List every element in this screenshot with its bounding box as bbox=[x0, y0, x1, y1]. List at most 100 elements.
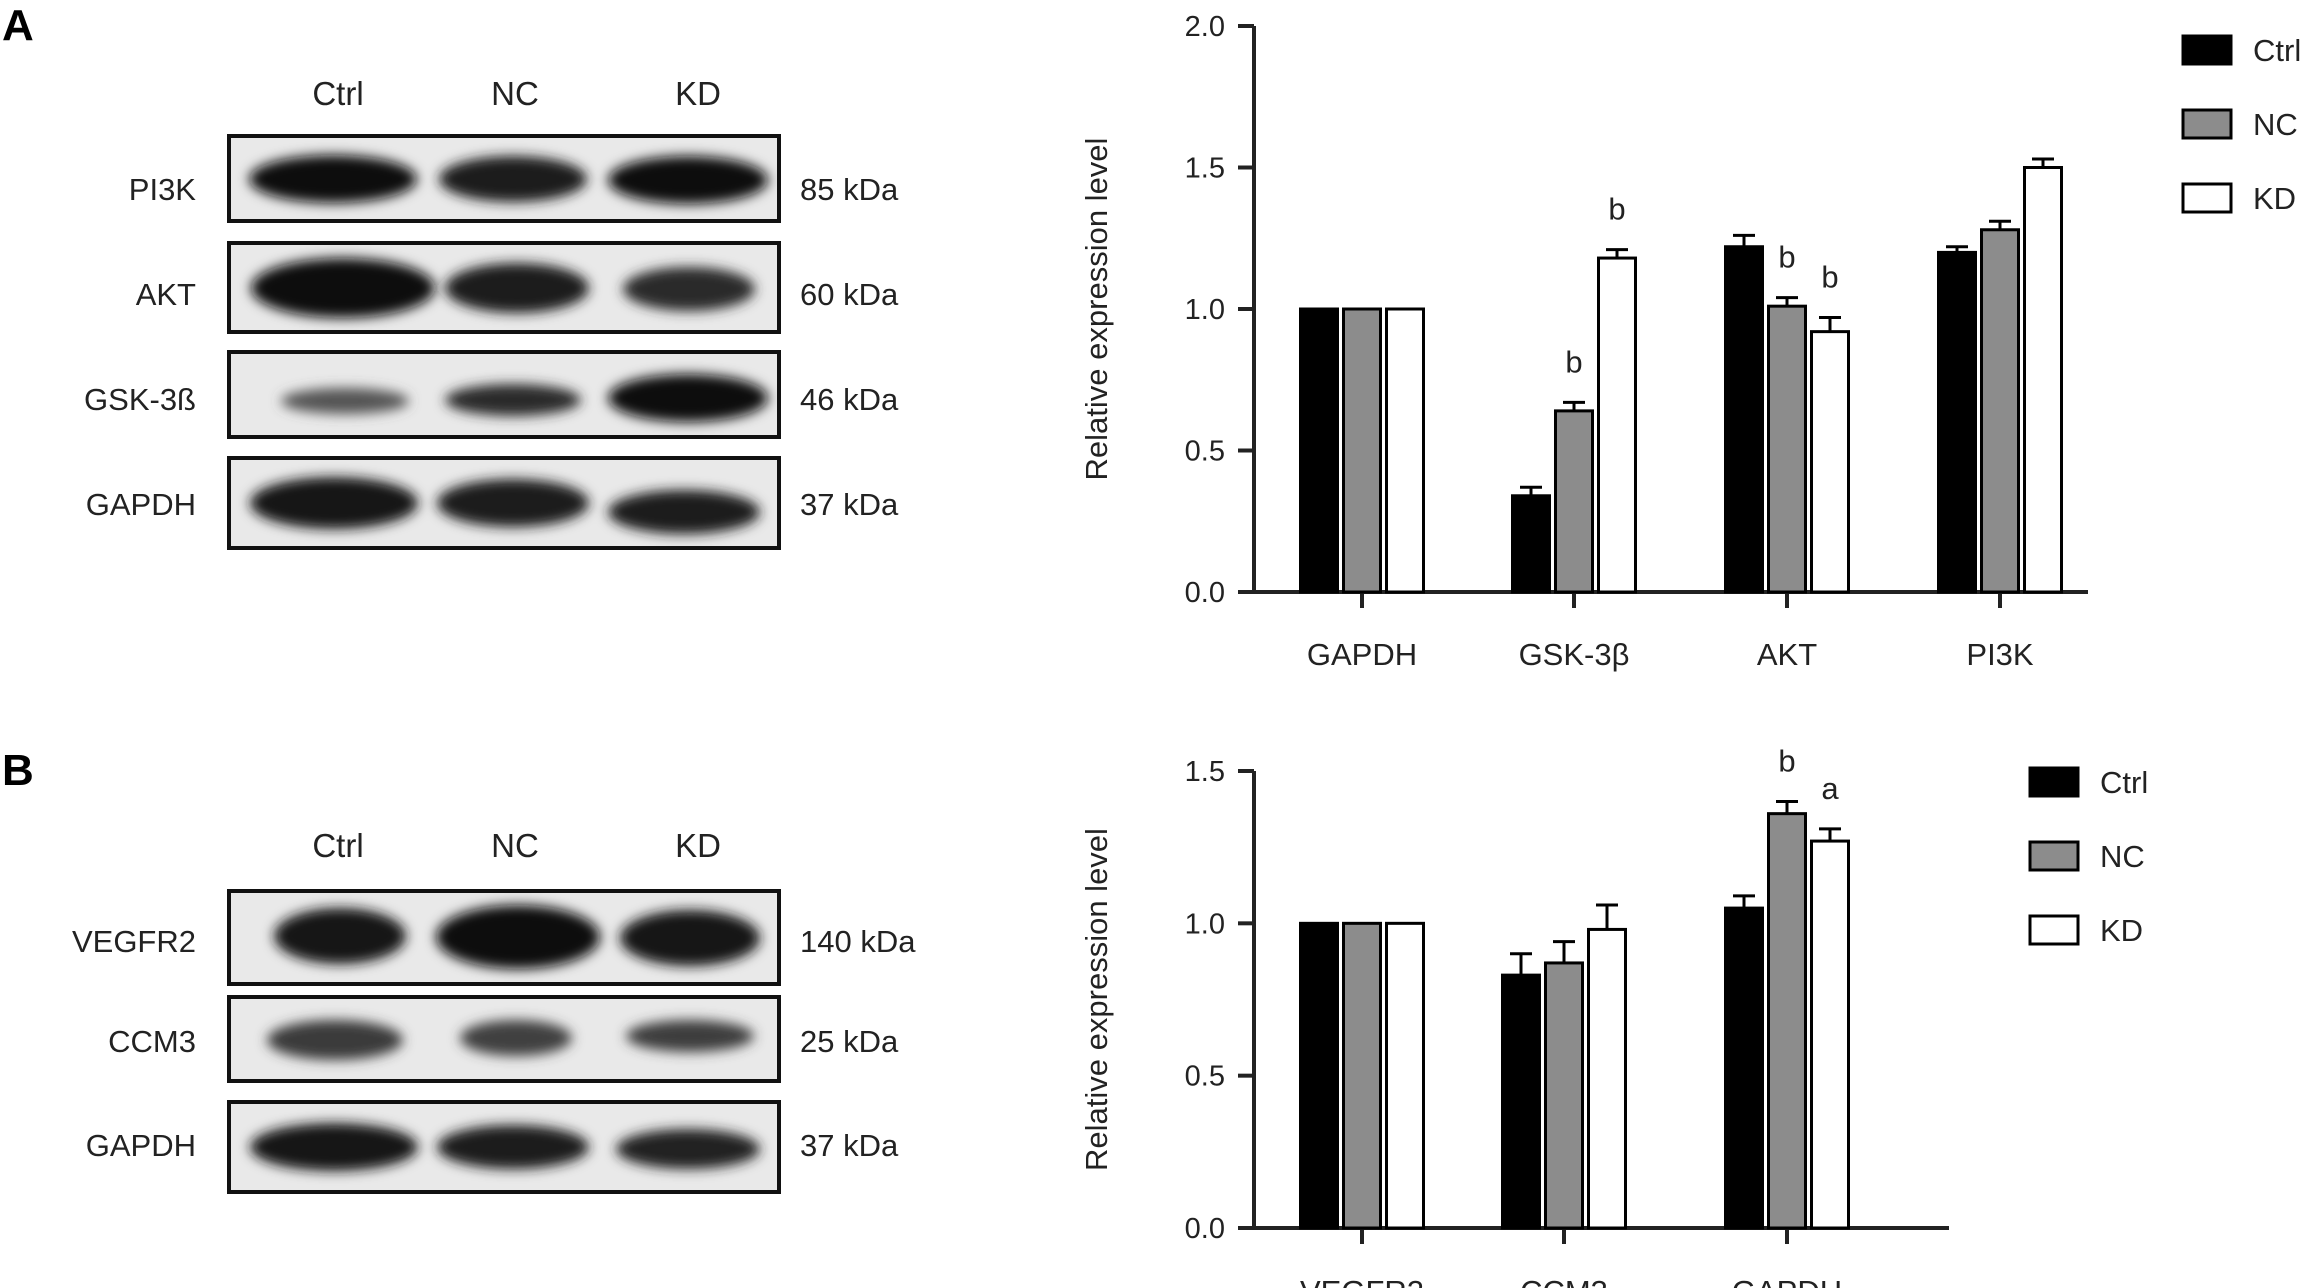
legend-label-nc: NC bbox=[2100, 839, 2145, 874]
panel-b-letter: B bbox=[2, 746, 34, 795]
x-tick-label: GSK-3β bbox=[1519, 637, 1630, 672]
lane-label-ctrl: Ctrl bbox=[312, 75, 363, 112]
bar-ctrl-vegfr2 bbox=[1299, 921, 1339, 1230]
significance-label: b bbox=[1778, 743, 1795, 778]
kda-label-pi3k: 85 kDa bbox=[800, 172, 899, 207]
significance-label: b bbox=[1565, 344, 1582, 379]
band-ccm3-kd bbox=[626, 1020, 754, 1052]
bar-nc-gapdh bbox=[1342, 307, 1382, 594]
bar-ctrl-ccm3 bbox=[1501, 973, 1541, 1230]
band-gapdh-ctrl bbox=[250, 1123, 418, 1171]
band-vegfr2-nc bbox=[436, 905, 600, 969]
significance-label: b bbox=[1608, 192, 1625, 227]
y-tick-label: 0.5 bbox=[1185, 1061, 1225, 1093]
kda-label-gapdh: 37 kDa bbox=[800, 487, 899, 522]
row-label-gsk3b: GSK-3ß bbox=[84, 382, 196, 417]
significance-label: a bbox=[1821, 771, 1839, 806]
band-pi3k-ctrl bbox=[249, 155, 417, 203]
band-gsk3b-kd bbox=[608, 374, 768, 422]
row-label-ccm3: CCM3 bbox=[108, 1024, 196, 1059]
y-tick-label: 1.5 bbox=[1185, 153, 1225, 185]
y-tick-label: 0.0 bbox=[1185, 1213, 1225, 1245]
kda-label-gsk3b: 46 kDa bbox=[800, 382, 899, 417]
kda-label-gapdh: 37 kDa bbox=[800, 1128, 899, 1163]
bar-nc-akt bbox=[1767, 304, 1807, 594]
band-gapdh-kd bbox=[608, 490, 760, 534]
kda-label-vegfr2: 140 kDa bbox=[800, 924, 916, 959]
lane-label-nc: NC bbox=[491, 827, 539, 864]
band-akt-ctrl bbox=[251, 258, 435, 318]
y-tick-label: 0.5 bbox=[1185, 436, 1225, 468]
row-label-gapdh: GAPDH bbox=[86, 487, 196, 522]
band-gapdh-kd bbox=[616, 1129, 760, 1169]
bar-kd-vegfr2 bbox=[1385, 921, 1425, 1230]
y-tick-label: 1.5 bbox=[1185, 756, 1225, 788]
lane-label-kd: KD bbox=[675, 827, 721, 864]
bar-nc-vegfr2 bbox=[1342, 921, 1382, 1230]
bar-nc-ccm3 bbox=[1544, 961, 1584, 1230]
legend-swatch-kd bbox=[2028, 914, 2080, 946]
row-label-gapdh: GAPDH bbox=[86, 1128, 196, 1163]
blot-bands bbox=[250, 905, 760, 1171]
bar-kd-gapdh bbox=[1385, 307, 1425, 594]
band-gsk3b-nc bbox=[445, 384, 581, 416]
band-gapdh-nc bbox=[437, 1125, 589, 1169]
bar-nc-pi3k bbox=[1980, 228, 2020, 594]
x-tick-label: AKT bbox=[1757, 637, 1817, 672]
bar-kd-gapdh bbox=[1810, 839, 1850, 1230]
kda-label-ccm3: 25 kDa bbox=[800, 1024, 899, 1059]
panel-a-letter: A bbox=[2, 1, 34, 50]
bar-ctrl-pi3k bbox=[1937, 250, 1977, 594]
bar-nc-gapdh bbox=[1767, 812, 1807, 1230]
row-label-pi3k: PI3K bbox=[129, 172, 197, 207]
x-tick-label: PI3K bbox=[1966, 637, 2034, 672]
row-label-vegfr2: VEGFR2 bbox=[72, 924, 196, 959]
y-tick-label: 1.0 bbox=[1185, 294, 1225, 326]
band-gapdh-nc bbox=[437, 479, 589, 527]
band-akt-kd bbox=[623, 267, 755, 311]
bar-ctrl-gapdh bbox=[1299, 307, 1339, 594]
blot-b: Ctrl NC KD VEGFR2 CCM3 GAPDH 140 kDa 25 … bbox=[72, 827, 916, 1194]
band-vegfr2-kd bbox=[620, 910, 760, 966]
x-tick-label: VEGFR2 bbox=[1300, 1274, 1424, 1288]
legend-label-nc: NC bbox=[2253, 107, 2298, 142]
bar-kd-gsk-3 bbox=[1597, 256, 1637, 594]
lane-label-nc: NC bbox=[491, 75, 539, 112]
x-tick-label: GAPDH bbox=[1732, 1274, 1842, 1288]
significance-label: b bbox=[1778, 240, 1795, 275]
y-tick-label: 2.0 bbox=[1185, 11, 1225, 43]
legend-label-kd: KD bbox=[2253, 181, 2296, 216]
bar-chart-b: 0.0 0.5 1.0 1.5 Relative expression level VEG… bbox=[1079, 743, 2148, 1288]
band-gapdh-ctrl bbox=[250, 477, 418, 529]
legend-swatch-ctrl bbox=[2181, 34, 2233, 66]
bar-nc-gsk-3 bbox=[1554, 409, 1594, 594]
kda-label-akt: 60 kDa bbox=[800, 277, 899, 312]
y-tick-label: 1.0 bbox=[1185, 908, 1225, 940]
bar-kd-pi3k bbox=[2023, 166, 2063, 594]
lane-label-kd: KD bbox=[675, 75, 721, 112]
legend-swatch-ctrl bbox=[2028, 766, 2080, 798]
bar-ctrl-akt bbox=[1724, 245, 1764, 594]
significance-label: b bbox=[1821, 259, 1838, 294]
row-label-akt: AKT bbox=[136, 277, 196, 312]
band-ccm3-ctrl bbox=[267, 1020, 403, 1060]
legend-label-ctrl: Ctrl bbox=[2100, 765, 2148, 800]
band-ccm3-nc bbox=[460, 1020, 572, 1056]
bar-kd-akt bbox=[1810, 330, 1850, 594]
legend-swatch-nc bbox=[2028, 840, 2080, 872]
x-tick-label: GAPDH bbox=[1307, 637, 1417, 672]
band-vegfr2-ctrl bbox=[274, 908, 406, 964]
band-pi3k-kd bbox=[608, 156, 768, 204]
blot-a: Ctrl NC KD PI3K AKT GSK-3ß GAPDH 85 kDa … bbox=[84, 75, 899, 550]
blot-bands bbox=[249, 155, 768, 534]
legend-label-ctrl: Ctrl bbox=[2253, 33, 2301, 68]
legend-swatch-kd bbox=[2181, 182, 2233, 214]
y-axis-label: Relative expression level bbox=[1079, 828, 1114, 1171]
bar-ctrl-gapdh bbox=[1724, 906, 1764, 1230]
legend-swatch-nc bbox=[2181, 108, 2233, 140]
bar-kd-ccm3 bbox=[1587, 927, 1627, 1230]
band-akt-nc bbox=[445, 263, 589, 313]
y-tick-label: 0.0 bbox=[1185, 577, 1225, 609]
y-axis-label: Relative expression level bbox=[1079, 138, 1114, 481]
